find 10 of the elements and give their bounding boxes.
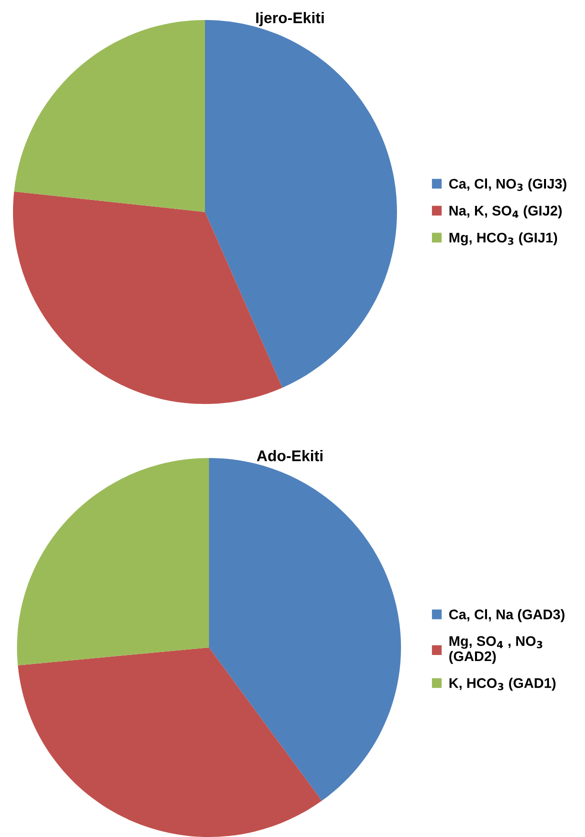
category-label: Mg, SO$_{4}$ , NO$_{3}$ (GAD2) [449, 636, 542, 664]
legend-label: Ca, Cl, NO$_{3}$ (GIJ3) [449, 178, 566, 192]
chart-title: Ijero-Ekiti [256, 12, 324, 26]
legend-label: Mg, HCO$_{3}$ (GIJ1) [450, 232, 558, 246]
chart-title: Ado-Ekiti [256, 450, 322, 462]
pie-slice [13, 192, 282, 404]
legend-label: Ca, Cl, Na (GAD3) [449, 609, 564, 622]
legend-label: K, HCO$_{3}$ (GAD1) [450, 678, 556, 691]
pie-slice [14, 20, 205, 212]
legend-label: Na, K, SO$_{4}$ (GIJ2) [450, 205, 562, 218]
